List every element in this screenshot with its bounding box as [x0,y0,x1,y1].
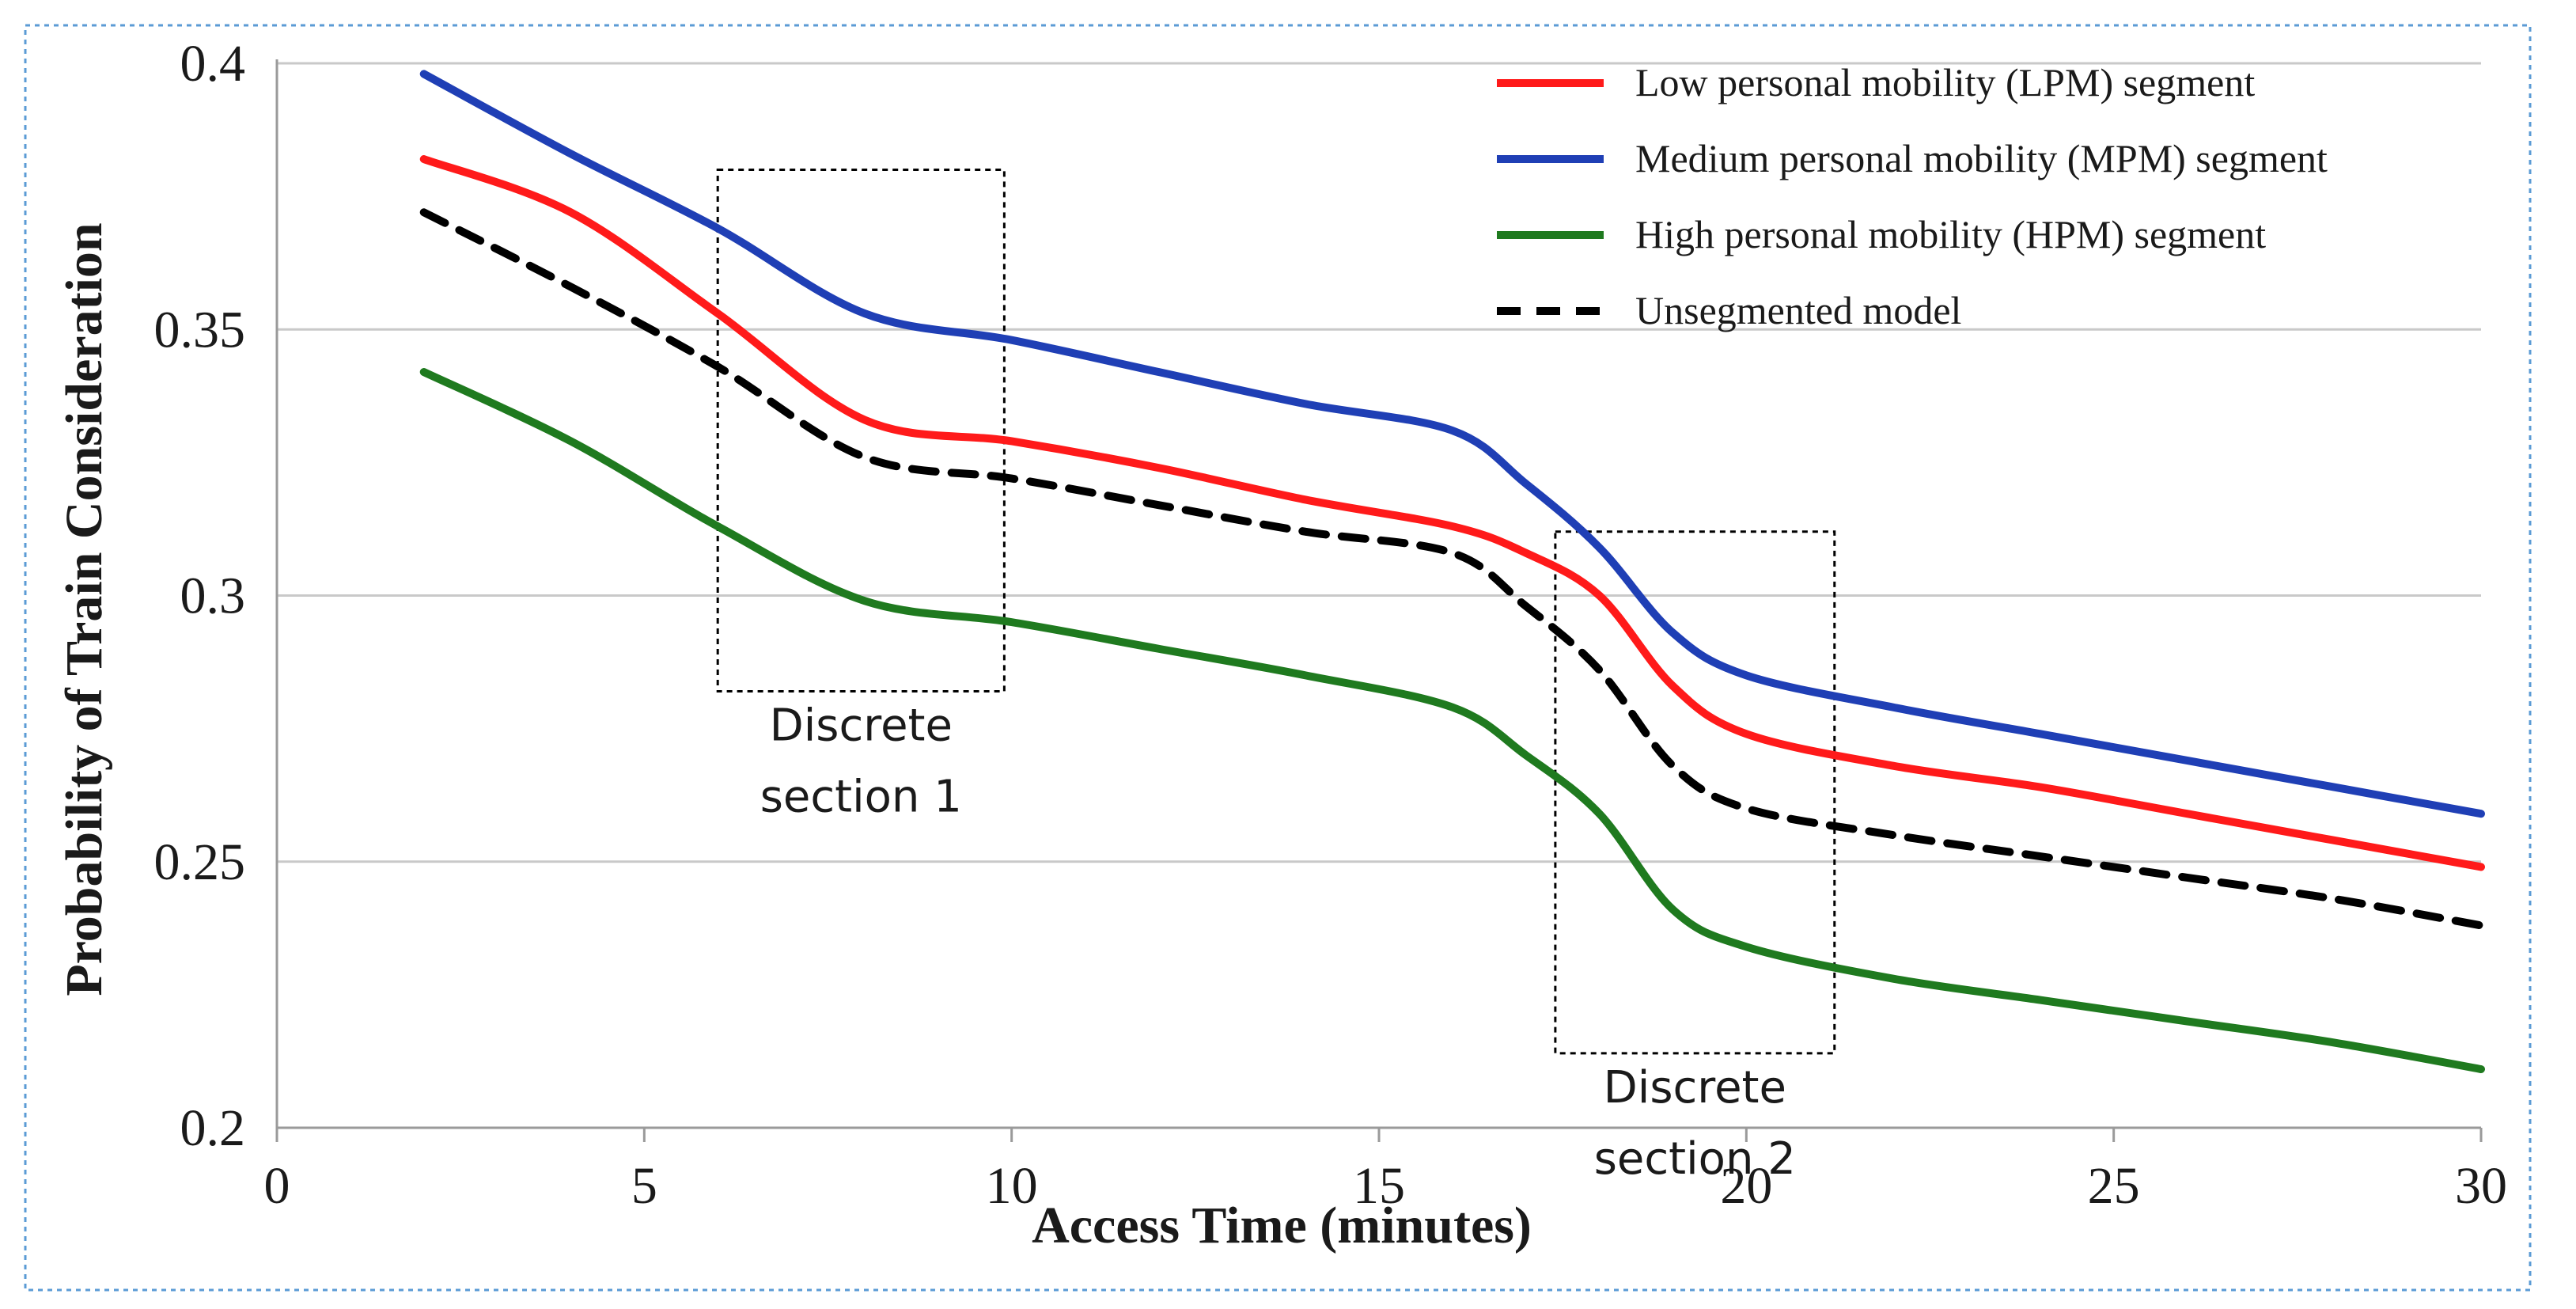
legend-label-2: Medium personal mobility (MPM) segment [1635,136,2328,180]
x-tick-label: 15 [1353,1157,1405,1215]
series-line-2 [419,70,2485,818]
x-tick-label: 30 [2455,1157,2507,1215]
legend: Low personal mobility (LPM) segment Mediu… [1497,60,2328,332]
legend-label-4: Unsegmented model [1635,288,1961,332]
y-tick-label: 0.2 [180,1099,246,1157]
x-tick-label: 10 [986,1157,1038,1215]
series-layer [419,70,2485,1074]
y-tick-label: 0.3 [180,567,246,625]
y-axis-title: Probability of Train Consideration [55,222,113,996]
x-tick-label: 5 [631,1157,657,1215]
series-line-1 [419,155,2485,871]
legend-label-1: Low personal mobility (LPM) segment [1635,60,2255,104]
y-tick-label: 0.4 [180,35,246,93]
outer-frame [24,24,2532,1292]
x-tick-label: 20 [1720,1157,1772,1215]
discrete-section-label-2: Discrete [1604,1062,1786,1114]
grid-layer [277,62,2481,863]
y-tick-label: 0.25 [154,833,246,891]
series-line-3 [419,368,2485,1074]
axis-layer: 0.2 0.25 0.3 0.35 0.4 0 5 10 15 20 25 30 [154,35,2508,1215]
discrete-section-label-1: Discrete [770,700,953,752]
x-tick-label: 25 [2088,1157,2140,1215]
discrete-section-box-2 [1554,530,1836,1055]
discrete-section-sublabel-1: section 1 [760,772,962,823]
series-line-4 [419,208,2485,930]
discrete-section-box-1 [716,169,1006,693]
x-tick-label: 0 [264,1157,290,1215]
y-tick-label: 0.35 [154,301,246,359]
annotation-layer: Discrete section 1 Discrete section 2 [716,169,1836,1185]
legend-label-3: High personal mobility (HPM) segment [1635,212,2266,256]
discrete-section-sublabel-2: section 2 [1594,1133,1796,1185]
x-axis-title: Access Time (minutes) [1032,1197,1532,1254]
